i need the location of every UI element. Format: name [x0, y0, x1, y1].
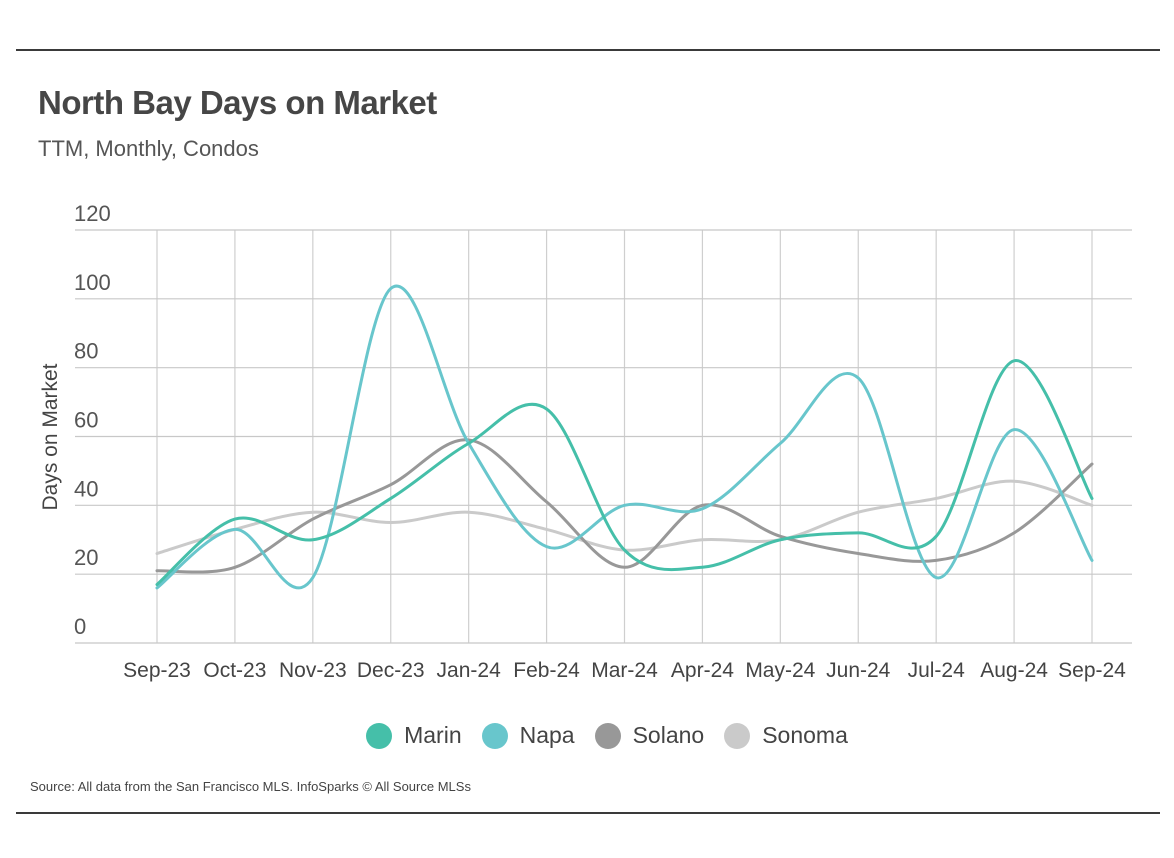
series-line-marin	[155, 359, 1094, 586]
legend-label: Napa	[519, 722, 575, 748]
y-axis-label: Days on Market	[39, 363, 62, 510]
bottom-rule	[16, 812, 1160, 814]
legend-label: Marin	[404, 722, 462, 748]
legend-item-sonoma: Sonoma	[724, 722, 848, 749]
x-tick-label: Sep-24	[1058, 659, 1126, 682]
y-tick-label: 20	[74, 545, 98, 570]
legend: Marin Napa Solano Sonoma	[0, 722, 1174, 749]
legend-swatch-icon	[724, 722, 751, 749]
legend-item-solano: Solano	[594, 722, 705, 749]
top-rule	[16, 49, 1160, 51]
x-tick-label: Sep-23	[123, 659, 191, 682]
legend-item-marin: Marin	[366, 722, 462, 749]
x-tick-label: Oct-23	[203, 659, 266, 682]
y-tick-label: 120	[74, 201, 111, 226]
chart-subtitle: TTM, Monthly, Condos	[38, 136, 259, 161]
y-tick-label: 60	[74, 408, 98, 433]
legend-swatch-icon	[481, 722, 508, 749]
legend-swatch-icon	[366, 722, 393, 749]
x-tick-label: Jan-24	[437, 659, 502, 682]
series-line-solano	[155, 438, 1094, 574]
x-tick-label: Nov-23	[279, 659, 347, 682]
legend-item-napa: Napa	[481, 722, 575, 749]
source-note: Source: All data from the San Francisco …	[30, 779, 471, 794]
legend-label: Solano	[632, 722, 705, 748]
x-tick-label: Dec-23	[357, 659, 425, 682]
x-tick-label: Apr-24	[671, 659, 734, 682]
x-tick-label: Feb-24	[513, 659, 580, 682]
y-tick-label: 100	[74, 270, 111, 295]
legend-label: Sonoma	[762, 722, 848, 748]
x-tick-label: Aug-24	[980, 659, 1048, 682]
y-tick-label: 80	[74, 339, 98, 364]
series-line-napa	[155, 284, 1094, 590]
x-tick-label: Mar-24	[591, 659, 658, 682]
x-tick-label: Jul-24	[908, 659, 966, 682]
y-tick-label: 40	[74, 476, 98, 501]
x-tick-labels: Sep-23 Oct-23 Nov-23 Dec-23 Jan-24 Feb-24 Mar-…	[123, 659, 1126, 682]
x-tick-label: May-24	[745, 659, 815, 682]
legend-swatch-icon	[594, 722, 621, 749]
x-tick-label: Jun-24	[826, 659, 891, 682]
y-tick-labels: 0 20 40 60 80 100 120	[74, 201, 111, 639]
chart-title: North Bay Days on Market	[38, 84, 437, 121]
horizontal-gridlines	[75, 229, 1132, 644]
y-tick-label: 0	[74, 614, 86, 639]
series-lines	[155, 284, 1094, 590]
